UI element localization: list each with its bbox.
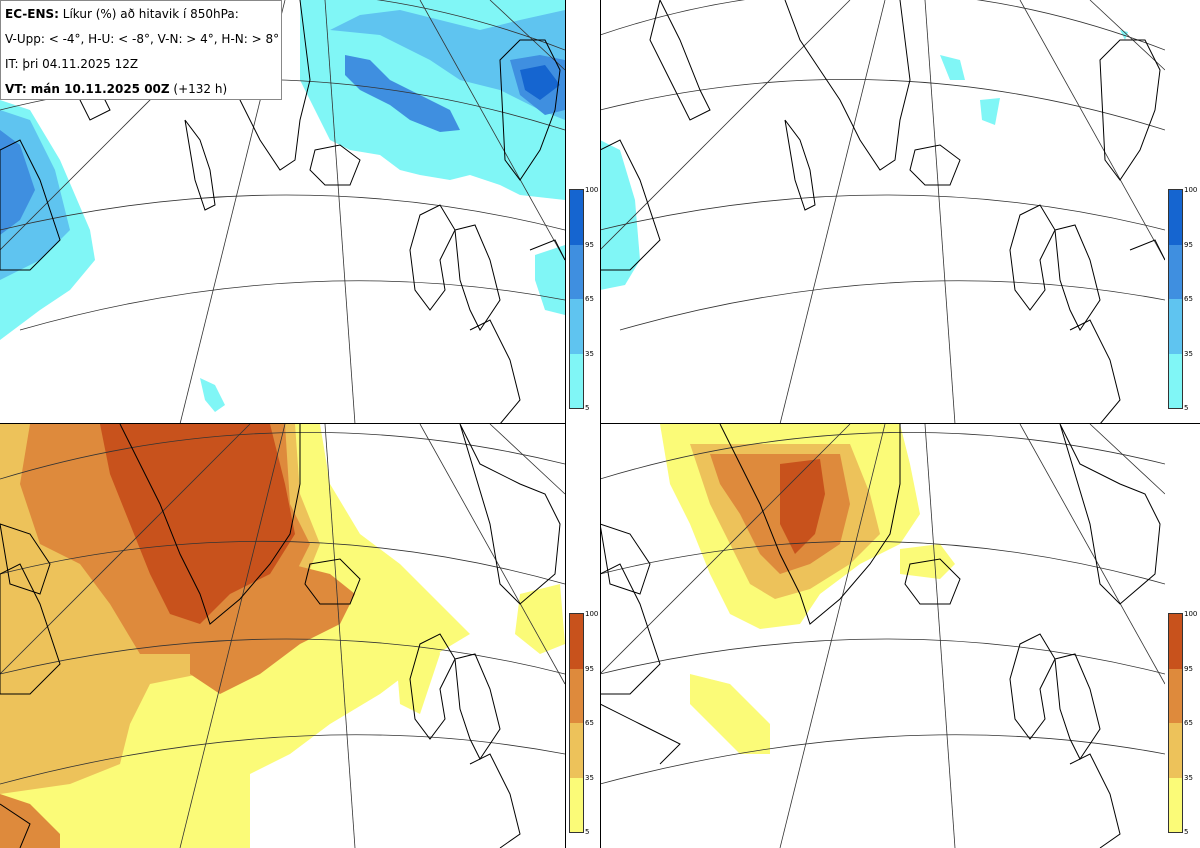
panel-border-left: [600, 0, 601, 848]
colorbar-segment: [1169, 777, 1182, 832]
colorbar-tick-label: 35: [1184, 773, 1193, 782]
map-panel-h-n: [600, 424, 1165, 848]
colorbar-tick-label: 5: [1184, 828, 1189, 836]
legend-line-1: EC-ENS: Líkur (%) að hitavik í 850hPa:: [5, 2, 277, 27]
colorbar-tick-label: 5: [585, 404, 590, 412]
colorbar-tick-label: 95: [585, 240, 594, 249]
colorbar-tick-label: 100: [585, 610, 599, 618]
legend-valid-time: VT: mán 10.11.2025 00Z: [5, 82, 170, 96]
legend-line-2: V-Upp: < -4°, H-U: < -8°, V-N: > 4°, H-N…: [5, 32, 280, 46]
colorbar-segment: [1169, 190, 1182, 245]
colorbar-segment: [1169, 244, 1182, 299]
colorbar-tick-label: 5: [1184, 404, 1189, 412]
map-panel-v-upp: EC-ENS: Líkur (%) að hitavik í 850hPa: V…: [0, 0, 565, 424]
colorbar-tick-label: 35: [585, 349, 594, 358]
colorbar-segment: [570, 614, 583, 669]
colorbar-cold-left: 100 95 65 35 5: [569, 186, 598, 412]
colorbar-tick-label: 95: [1184, 664, 1193, 673]
legend-line-3: IT: þri 04.11.2025 12Z: [5, 57, 139, 71]
colorbar-tick-label: 100: [1184, 186, 1198, 194]
colorbar-segment: [570, 244, 583, 299]
colorbar-segment: [1169, 299, 1182, 354]
colorbar-segment: [1169, 614, 1182, 669]
colorbar-tick-label: 65: [585, 719, 594, 727]
legend-lead-time: (+132 h): [169, 82, 228, 96]
colorbar-tick-label: 35: [585, 773, 594, 782]
map-v-n: [0, 424, 565, 848]
colorbar-tick-label: 65: [1184, 295, 1193, 303]
legend-line-4: VT: mán 10.11.2025 00Z (+132 h): [5, 77, 277, 102]
coastlines: [600, 0, 1165, 424]
colorbar-segment: [570, 190, 583, 245]
colorbar-segment: [570, 299, 583, 354]
map-panel-h-u: [600, 0, 1165, 424]
chart-legend: EC-ENS: Líkur (%) að hitavik í 850hPa: V…: [0, 0, 282, 100]
colorbar-tick-label: 100: [585, 186, 599, 194]
colorbar-segment: [570, 777, 583, 832]
colorbar-tick-label: 95: [1184, 240, 1193, 249]
map-h-u: [600, 0, 1165, 424]
colorbar-tick-label: 100: [1184, 610, 1198, 618]
colorbar-warm-right: 100 95 65 35 5: [1168, 610, 1197, 836]
legend-description: Líkur (%) að hitavik í 850hPa:: [58, 7, 239, 21]
colorbar-tick-label: 35: [1184, 349, 1193, 358]
panel-border-right: [565, 0, 566, 848]
legend-product: EC-ENS:: [5, 7, 59, 21]
graticule: [600, 0, 1165, 424]
colorbar-tick-label: 65: [1184, 719, 1193, 727]
map-panel-v-n: [0, 424, 565, 848]
colorbar-segment: [1169, 353, 1182, 408]
colorbar-tick-label: 5: [585, 828, 590, 836]
coastlines: [600, 424, 1161, 848]
colorbar-tick-label: 95: [585, 664, 594, 673]
colorbar-segment: [570, 353, 583, 408]
colorbar-cold-right: 100 95 65 35 5: [1168, 186, 1197, 412]
colorbar-segment: [1169, 668, 1182, 723]
colorbar-tick-label: 65: [585, 295, 594, 303]
colorbar-segment: [1169, 723, 1182, 778]
map-h-n: [600, 424, 1165, 848]
map-v-upp: [0, 0, 565, 424]
coastlines: [0, 424, 561, 848]
colorbar-segment: [570, 723, 583, 778]
colorbar-warm-left: 100 95 65 35 5: [569, 610, 598, 836]
colorbar-segment: [570, 668, 583, 723]
